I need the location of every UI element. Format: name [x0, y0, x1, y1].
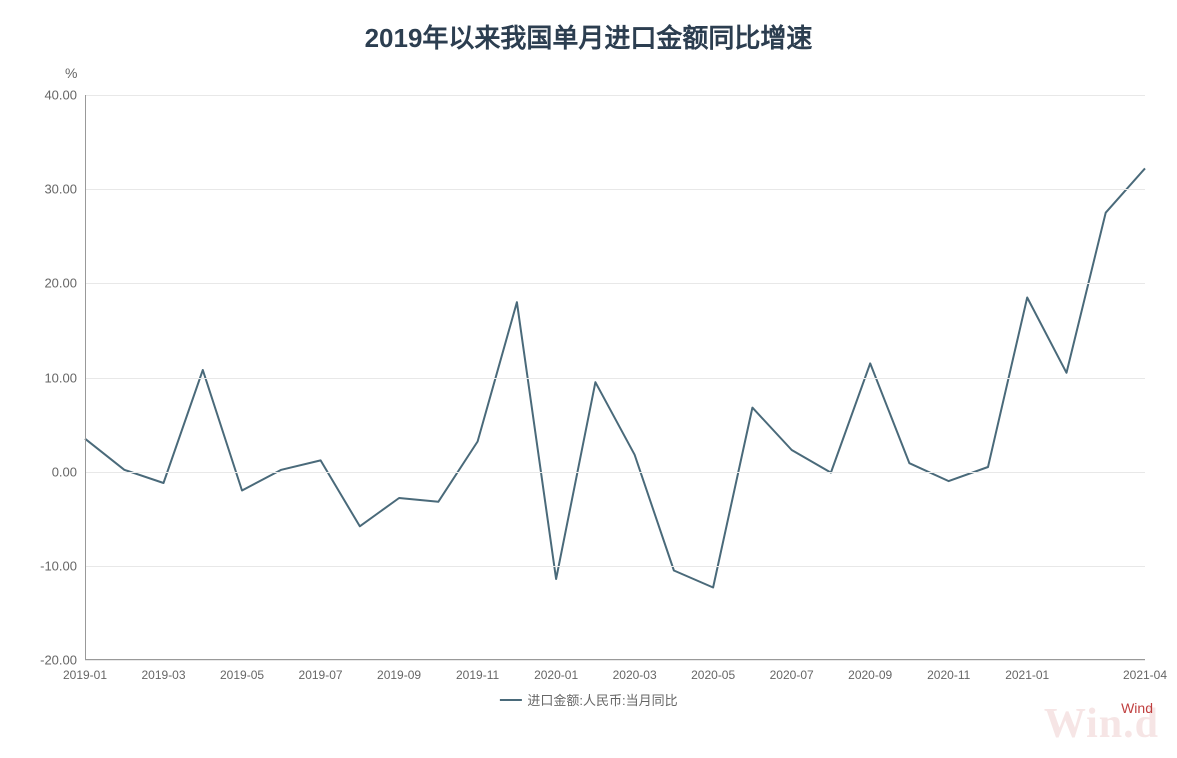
y-tick-label: -20.00	[40, 653, 77, 668]
gridline	[85, 472, 1145, 473]
y-axis-line	[85, 95, 86, 660]
y-tick-label: 30.00	[44, 182, 77, 197]
y-axis-unit: %	[65, 65, 77, 81]
gridline	[85, 283, 1145, 284]
gridline	[85, 95, 1145, 96]
x-tick-label: 2020-11	[927, 668, 970, 682]
y-tick-label: 10.00	[44, 370, 77, 385]
x-tick-label: 2020-05	[691, 668, 735, 682]
x-tick-label: 2020-09	[848, 668, 892, 682]
y-tick-label: 0.00	[52, 464, 77, 479]
chart-container: 2019年以来我国单月进口金额同比增速 % -20.00-10.000.0010…	[0, 0, 1177, 758]
watermark: Win.d	[1044, 700, 1159, 748]
legend: 进口金额:人民币:当月同比	[499, 690, 677, 709]
gridline	[85, 189, 1145, 190]
x-tick-label: 2019-11	[456, 668, 499, 682]
x-tick-label: 2019-03	[141, 668, 185, 682]
x-tick-label: 2019-07	[299, 668, 343, 682]
gridline	[85, 660, 1145, 661]
x-tick-label: 2021-01	[1005, 668, 1049, 682]
y-tick-label: 40.00	[44, 88, 77, 103]
x-tick-label: 2020-07	[770, 668, 814, 682]
legend-line-icon	[499, 699, 521, 701]
y-tick-label: -10.00	[40, 558, 77, 573]
x-tick-label: 2019-09	[377, 668, 421, 682]
x-tick-label: 2021-04	[1123, 668, 1167, 682]
chart-title: 2019年以来我国单月进口金额同比增速	[0, 0, 1177, 55]
y-tick-label: 20.00	[44, 276, 77, 291]
gridline	[85, 566, 1145, 567]
gridline	[85, 378, 1145, 379]
x-axis-line	[85, 659, 1145, 660]
x-tick-label: 2019-05	[220, 668, 264, 682]
x-tick-label: 2020-03	[613, 668, 657, 682]
x-tick-label: 2019-01	[63, 668, 107, 682]
x-tick-label: 2020-01	[534, 668, 578, 682]
legend-label: 进口金额:人民币:当月同比	[527, 690, 677, 709]
plot-area: -20.00-10.000.0010.0020.0030.0040.002019…	[85, 95, 1145, 660]
